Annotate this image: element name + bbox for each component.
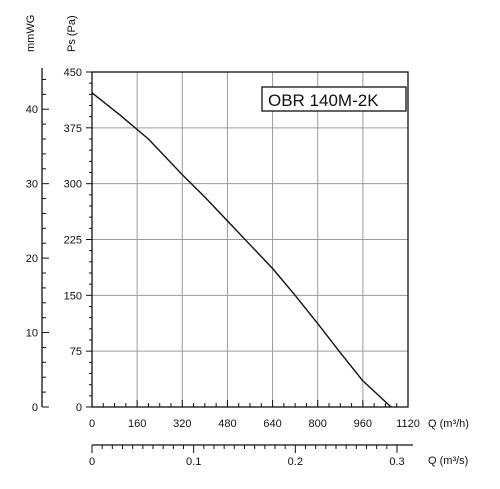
q-m3s-axis-title: Q (m³/s) <box>428 455 468 467</box>
mmwg-tick-labels: 0 10 20 30 40 <box>26 104 38 414</box>
q-m3s-tick-label: 0.1 <box>186 456 201 468</box>
q-m3h-tick-label: 480 <box>218 418 236 430</box>
mmwg-tick-label: 40 <box>26 104 38 116</box>
ps-tick-label: 75 <box>70 346 82 358</box>
ps-tick-label: 375 <box>64 123 82 135</box>
ps-tick-label: 450 <box>64 67 82 79</box>
q-m3h-tick-label: 160 <box>128 418 146 430</box>
left-axis-ticks <box>42 78 49 408</box>
q-m3h-tick-label: 640 <box>263 418 281 430</box>
legend-title: OBR 140M-2K <box>268 91 379 110</box>
ps-tick-label: 150 <box>64 290 82 302</box>
ps-axis-title: Ps (Pa) <box>66 15 78 52</box>
q-m3h-tick-label: 320 <box>173 418 191 430</box>
ps-tick-label: 225 <box>64 235 82 247</box>
ps-tick-label: 0 <box>76 402 82 414</box>
plot-axis-ticks <box>86 71 409 408</box>
legend-box <box>261 86 407 112</box>
q-m3s-tick-label: 0.2 <box>288 456 303 468</box>
secondary-x-tick-labels: 0 0.1 0.2 0.3 <box>89 456 405 468</box>
series <box>91 92 392 408</box>
q-m3s-tick-label: 0 <box>89 456 95 468</box>
fan-curve-line <box>91 92 392 408</box>
y-tick-labels: 0 75 150 225 300 375 450 <box>64 67 82 414</box>
q-m3h-tick-label: 960 <box>354 418 372 430</box>
q-m3s-tick-label: 0.3 <box>389 456 404 468</box>
secondary-x-axis <box>91 444 413 453</box>
q-m3h-tick-label: 1120 <box>396 418 420 430</box>
q-m3h-axis-title: Q (m³/h) <box>428 418 469 430</box>
mmwg-tick-label: 30 <box>26 179 38 191</box>
q-m3h-tick-label: 800 <box>309 418 327 430</box>
grid <box>91 71 409 408</box>
x-tick-labels: 0 160 320 480 640 800 960 1120 <box>89 418 420 430</box>
mmwg-tick-label: 10 <box>26 328 38 340</box>
ps-tick-label: 300 <box>64 179 82 191</box>
mmwg-tick-label: 20 <box>26 253 38 265</box>
q-m3h-tick-label: 0 <box>89 418 95 430</box>
mmwg-axis-title: mmWG <box>25 15 37 52</box>
mmwg-tick-label: 0 <box>32 402 38 414</box>
